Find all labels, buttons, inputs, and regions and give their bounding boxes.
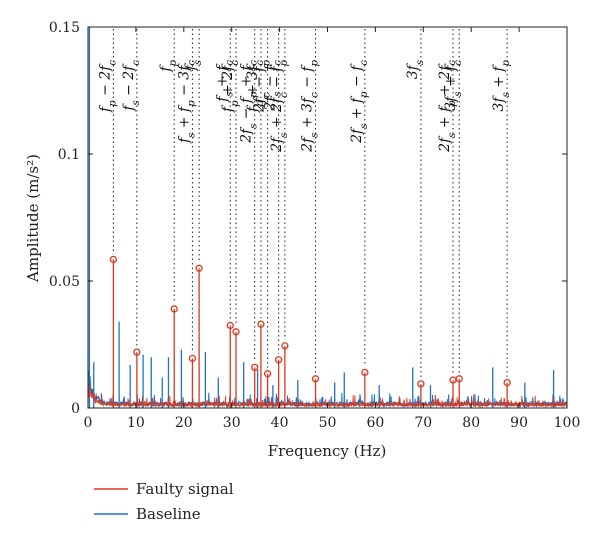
annotation-label: fs + fp − 3fc	[176, 60, 197, 144]
annotation-guides	[112, 29, 508, 378]
peak-marker	[281, 342, 289, 350]
annotation-label: 2fs + 2fc − fp	[269, 59, 290, 152]
y-tick-label: 0.1	[58, 147, 80, 163]
axes: 0 10 20 30 40 50 60 70 80 90 100 0 0.05 0.1 0.15	[49, 20, 581, 431]
peak-marker	[195, 264, 203, 272]
legend-label-baseline: Baseline	[136, 505, 201, 523]
faulty-series	[88, 259, 567, 408]
y-tick-label: 0.05	[49, 274, 80, 290]
y-axis-label: Amplitude (m/s²)	[24, 154, 42, 283]
peak-marker	[417, 380, 425, 388]
peak-marker	[503, 378, 511, 387]
peak-marker	[133, 348, 141, 356]
annotation-label: fp + 3fc	[245, 60, 266, 113]
annotation-label: fp + 2fc	[220, 60, 241, 113]
x-axis-label: Frequency (Hz)	[268, 442, 387, 460]
peak-marker	[188, 354, 197, 363]
peak-marker	[361, 368, 369, 377]
annotation-label: fs	[183, 60, 204, 71]
x-tick-label: 30	[223, 415, 241, 431]
peak-marker	[251, 363, 259, 372]
annotation-label: 2fs + 3fc − fp	[300, 59, 321, 152]
annotation-label: fp − 2fc	[97, 60, 118, 113]
legend-label-faulty: Faulty signal	[136, 480, 234, 498]
x-tick-label: 20	[175, 415, 193, 431]
peak-marker	[274, 356, 283, 364]
x-tick-label: 50	[319, 415, 337, 431]
annotation-label: 2fc − fp	[252, 59, 273, 113]
annotation-label: fs + fc	[214, 60, 235, 103]
legend: Faulty signal Baseline	[94, 480, 234, 523]
peak-markers	[109, 255, 511, 388]
peak-marker	[109, 255, 118, 264]
annotation-label: 2fs − fc	[263, 60, 284, 112]
annotation-label: 3fs	[405, 60, 426, 79]
annotation-label: 2fs + fp − fc	[349, 60, 370, 144]
x-tick-label: 100	[554, 415, 581, 431]
annotation-label: fs − 2fc	[121, 60, 142, 112]
x-tick-label: 80	[462, 415, 480, 431]
y-tick-label: 0	[71, 401, 80, 417]
annotation-label: 3fs + fc	[443, 60, 464, 111]
annotation-label: 2fs + fp + 2fc	[437, 60, 458, 153]
x-tick-label: 60	[366, 415, 384, 431]
peak-marker	[455, 375, 463, 383]
peak-marker	[232, 328, 240, 336]
x-tick-label: 90	[510, 415, 528, 431]
baseline-noise	[88, 370, 567, 408]
peak-marker	[226, 321, 234, 330]
annotation-label: 2fs − fp + fc	[239, 60, 260, 144]
x-tick-label: 0	[84, 415, 93, 431]
x-tick-label: 70	[414, 415, 432, 431]
annotation-label: fp	[158, 59, 179, 72]
x-tick-label: 40	[271, 415, 289, 431]
annotation-label: 3fs + fp	[491, 59, 512, 111]
peak-marker	[311, 375, 320, 383]
peak-marker	[263, 370, 272, 378]
peak-marker	[170, 305, 178, 313]
x-tick-label: 10	[127, 415, 145, 431]
y-tick-label: 0.15	[49, 20, 80, 36]
peak-marker	[257, 320, 265, 328]
